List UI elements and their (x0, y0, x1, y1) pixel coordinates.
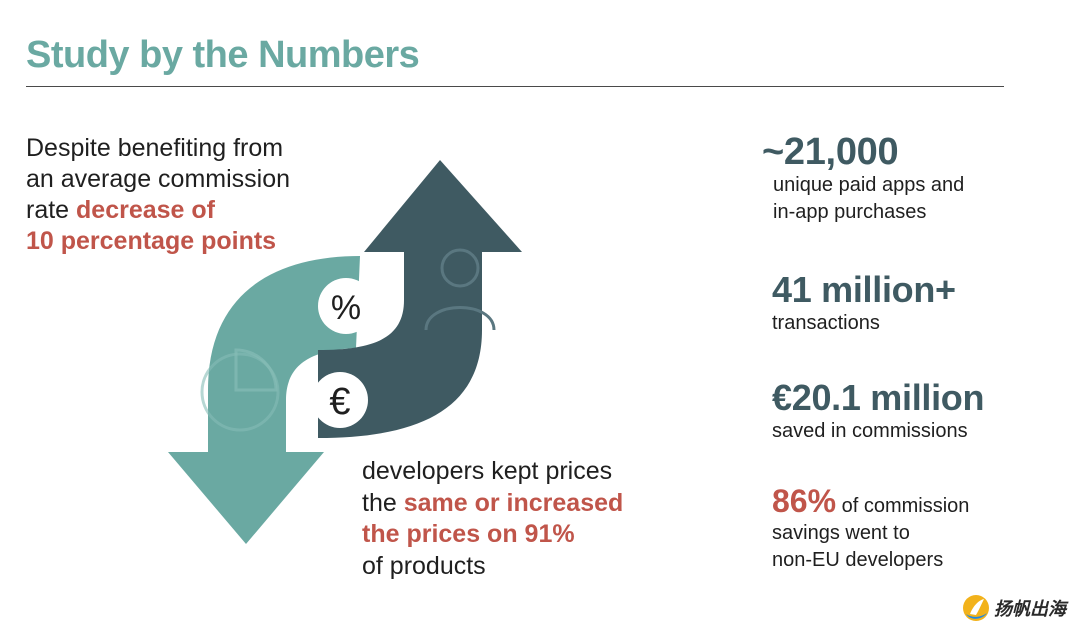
price-arrows-graphic: % € (168, 160, 522, 544)
stat-apps-line-1: unique paid apps and (773, 174, 965, 196)
outcome-line-2-plain: the (362, 488, 404, 517)
intro-line-1: Despite benefiting from (26, 134, 284, 162)
stat-noneu: 86% of commission savings went to non-EU… (772, 485, 970, 574)
percent-badge (318, 278, 374, 334)
stat-apps-line-2: in-app purchases (773, 201, 927, 223)
stat-savings-line-1: saved in commissions (772, 420, 968, 442)
stat-transactions: 41 million+ transactions (772, 270, 956, 337)
stat-transactions-line-1: transactions (772, 312, 880, 334)
outcome-highlight-1: same or increased (403, 488, 624, 517)
outcome-highlight-2: the prices on 91% (362, 520, 575, 548)
stat-savings: €20.1 million saved in commissions (772, 377, 985, 445)
watermark-logo: 扬帆出海 (962, 594, 1066, 622)
stat-noneu-inline: of commission (836, 495, 970, 517)
stat-apps-value: ~21,000 (762, 131, 899, 173)
intro-highlight-2: 10 percentage points (26, 227, 277, 255)
outcome-text: developers kept prices the same or incre… (362, 456, 692, 582)
euro-badge (312, 372, 368, 428)
title-divider (26, 86, 1004, 87)
intro-highlight-1: decrease of (76, 196, 215, 224)
intro-text: Despite benefiting from an average commi… (26, 133, 356, 257)
stat-noneu-line-1: savings went to (772, 522, 910, 544)
outcome-line-1: developers kept prices (362, 457, 613, 485)
stat-noneu-line-2: non-EU developers (772, 549, 944, 571)
stat-transactions-value: 41 million+ (772, 269, 956, 310)
intro-line-3-plain: rate (26, 196, 77, 224)
stat-savings-value: €20.1 million (772, 377, 985, 418)
up-arrow (318, 160, 522, 438)
percent-icon: % (331, 289, 361, 327)
outcome-line-4: of products (362, 551, 486, 580)
down-arrow (168, 256, 360, 544)
intro-line-2: an average commission (26, 165, 291, 193)
intro-line-3: rate decrease of (26, 195, 356, 226)
watermark-text: 扬帆出海 (994, 599, 1066, 620)
stat-apps: ~21,000 unique paid apps and in-app purc… (762, 132, 964, 226)
stat-noneu-value: 86% (772, 483, 837, 519)
page-title: Study by the Numbers (26, 34, 420, 76)
euro-icon: € (329, 381, 350, 423)
sail-logo-icon (963, 595, 989, 621)
stat-noneu-first-line: 86% of commission (772, 485, 970, 520)
outcome-line-2: the same or increased (362, 488, 692, 520)
